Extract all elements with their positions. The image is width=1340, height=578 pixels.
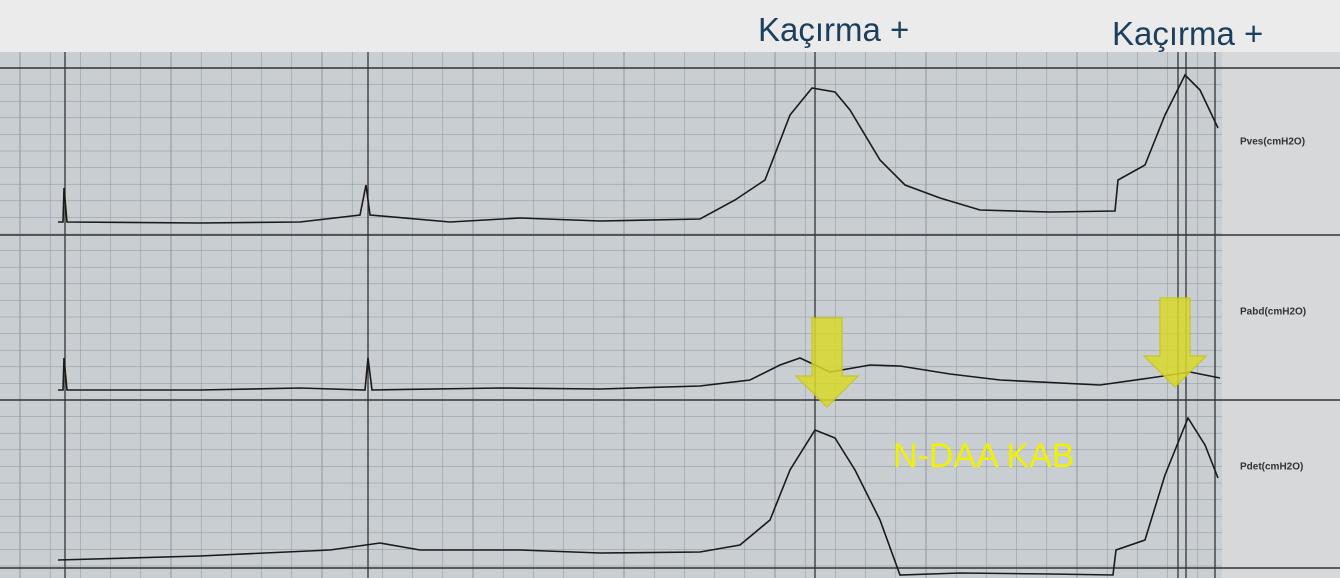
annotation: N-DAA KAB: [893, 437, 1074, 475]
page: Kaçırma + Kaçırma + N-DAA KAB Pves(cmH2O…: [0, 0, 1340, 578]
annotation: Kaçırma +: [758, 11, 909, 48]
channel-label: Pabd(cmH2O): [1240, 307, 1306, 318]
channel-label: Pves(cmH2O): [1240, 137, 1305, 148]
channel-label: Pdet(cmH2O): [1240, 462, 1303, 473]
slide: Kaçırma + Kaçırma + N-DAA KAB Pves(cmH2O…: [0, 0, 1340, 578]
annotation: Kaçırma +: [1112, 15, 1263, 52]
